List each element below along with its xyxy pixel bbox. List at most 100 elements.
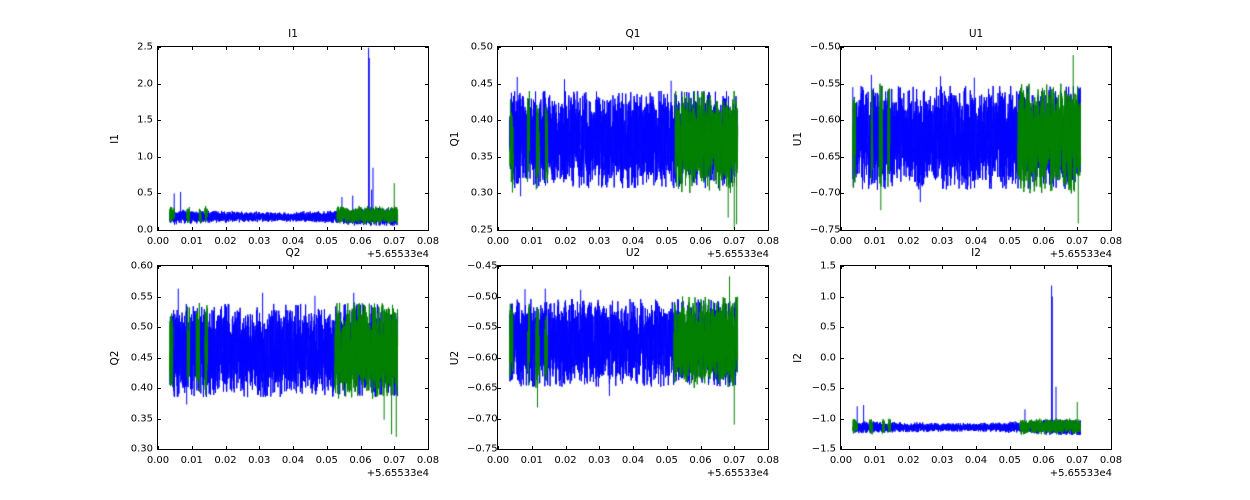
x-tick-mark [1111, 446, 1112, 450]
x-tick-label: 0.05 [998, 455, 1021, 466]
y-tick-mark [157, 327, 161, 328]
x-tick-mark [158, 265, 159, 269]
x-tick-mark [326, 46, 328, 50]
plot-canvas-i1 [158, 47, 428, 230]
plot-canvas-q2 [158, 266, 428, 449]
x-tick-mark [633, 265, 634, 269]
x-tick-mark [158, 46, 159, 50]
x-tick-mark [599, 46, 601, 50]
y-tick-mark [157, 230, 161, 231]
subplot-title-q1: Q1 [625, 28, 641, 40]
y-tick-label: −0.45 [467, 260, 498, 272]
x-tick-mark [1077, 227, 1079, 231]
x-tick-mark [293, 265, 294, 269]
subplot-title-q2: Q2 [285, 247, 301, 259]
y-tick-mark [765, 418, 769, 420]
x-tick-mark [326, 446, 328, 450]
x-tick-label: 0.00 [829, 236, 853, 247]
y-tick-label: 1.0 [137, 151, 153, 163]
y-tick-mark [425, 449, 429, 450]
y-tick-mark [157, 388, 161, 389]
y-tick-mark [157, 449, 161, 450]
x-tick-label: 0.02 [214, 455, 237, 466]
x-tick-mark [531, 446, 533, 450]
x-tick-label: 0.08 [756, 236, 780, 247]
subplot-axes-i2 [840, 265, 1112, 450]
x-tick-label: 0.01 [520, 455, 543, 466]
x-tick-label: 0.07 [1066, 236, 1089, 247]
y-tick-mark [765, 388, 769, 389]
subplot-axes-u1 [840, 46, 1112, 231]
y-tick-mark [840, 156, 844, 158]
y-tick-mark [765, 156, 769, 158]
y-tick-mark [497, 156, 501, 158]
x-axis-offset-text: +5.65533e4 [706, 249, 769, 260]
y-tick-label: −0.50 [467, 291, 498, 302]
y-tick-mark [840, 418, 844, 420]
y-axis-label-q1: Q1 [449, 131, 461, 146]
x-tick-mark [225, 46, 227, 50]
x-tick-mark [1009, 265, 1011, 269]
y-tick-mark [1108, 449, 1112, 450]
plot-canvas-u1 [841, 47, 1111, 230]
x-tick-label: 0.06 [1032, 455, 1055, 466]
y-tick-mark [497, 296, 501, 298]
x-tick-label: 0.07 [723, 236, 746, 247]
x-tick-mark [874, 265, 876, 269]
x-tick-mark [874, 227, 876, 231]
x-tick-mark [1077, 46, 1079, 50]
y-tick-mark [1108, 47, 1112, 48]
x-tick-mark [1043, 446, 1045, 450]
x-tick-mark [734, 446, 736, 450]
x-tick-mark [293, 227, 294, 231]
y-tick-mark [765, 357, 769, 359]
y-axis-label-u2: U2 [449, 350, 461, 365]
y-tick-label: 0.35 [470, 151, 493, 163]
y-tick-mark [497, 327, 501, 328]
x-tick-mark [259, 446, 261, 450]
x-tick-label: 0.03 [248, 455, 271, 466]
x-tick-label: 0.06 [349, 236, 372, 247]
y-tick-mark [765, 327, 769, 328]
y-tick-mark [425, 327, 429, 328]
x-tick-mark [841, 46, 842, 50]
y-tick-label: 1.5 [137, 114, 153, 126]
x-tick-mark [428, 446, 429, 450]
x-tick-mark [908, 265, 910, 269]
y-tick-label: 0.25 [470, 224, 493, 236]
y-tick-mark [425, 193, 429, 195]
y-tick-label: −0.75 [810, 224, 841, 236]
x-tick-mark [734, 227, 736, 231]
y-tick-mark [840, 47, 844, 48]
x-tick-mark [1043, 265, 1045, 269]
y-tick-mark [425, 230, 429, 231]
x-tick-mark [326, 265, 328, 269]
x-tick-label: 0.03 [248, 236, 271, 247]
y-tick-label: 0.0 [820, 352, 836, 363]
x-tick-mark [394, 265, 396, 269]
y-tick-mark [425, 296, 429, 298]
y-tick-mark [1108, 156, 1112, 158]
x-tick-mark [498, 446, 499, 450]
y-tick-mark [840, 230, 844, 231]
y-tick-mark [157, 357, 161, 359]
plot-canvas-u2 [498, 266, 768, 449]
y-tick-label: 0.40 [470, 114, 493, 126]
x-tick-label: 0.06 [1032, 236, 1055, 247]
x-tick-label: 0.00 [486, 455, 510, 466]
x-tick-mark [531, 227, 533, 231]
y-tick-mark [157, 296, 161, 298]
y-tick-mark [425, 266, 429, 267]
x-tick-mark [158, 446, 159, 450]
subplot-axes-q1 [497, 46, 769, 231]
y-tick-mark [425, 47, 429, 48]
x-tick-mark [599, 446, 601, 450]
x-tick-label: 0.08 [756, 455, 780, 466]
x-tick-mark [1009, 227, 1011, 231]
x-tick-label: 0.05 [315, 236, 338, 247]
y-tick-mark [765, 266, 769, 267]
x-tick-label: 0.04 [281, 236, 305, 247]
y-tick-mark [497, 266, 501, 267]
x-tick-mark [225, 265, 227, 269]
x-tick-label: 0.02 [214, 236, 237, 247]
